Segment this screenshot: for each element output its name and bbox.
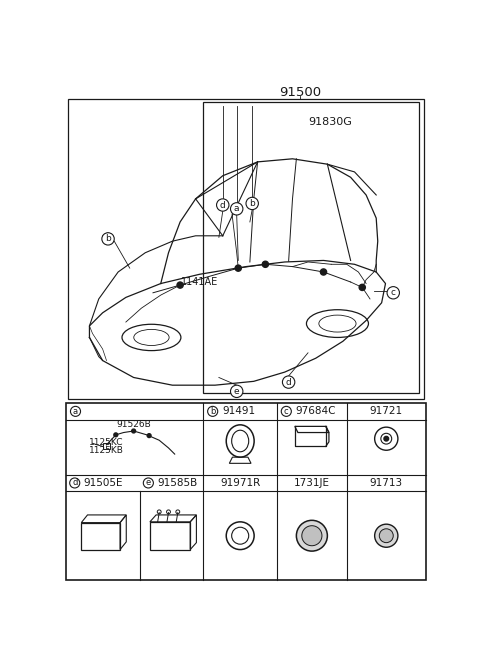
Circle shape — [262, 261, 268, 268]
Text: e: e — [146, 478, 151, 487]
Text: a: a — [234, 205, 240, 213]
Circle shape — [144, 478, 154, 488]
Circle shape — [216, 199, 229, 211]
Circle shape — [281, 406, 291, 417]
Text: 91585B: 91585B — [157, 478, 197, 488]
Text: 1125KB: 1125KB — [89, 445, 124, 455]
Circle shape — [71, 406, 81, 417]
Circle shape — [379, 529, 393, 543]
Text: c: c — [284, 407, 288, 416]
Circle shape — [321, 269, 326, 275]
Circle shape — [230, 385, 243, 398]
Text: d: d — [220, 201, 226, 209]
Text: 91500: 91500 — [279, 86, 321, 99]
Circle shape — [230, 203, 243, 215]
Circle shape — [387, 287, 399, 299]
Bar — [204, 102, 419, 393]
Text: c: c — [391, 288, 396, 297]
Text: 91713: 91713 — [370, 478, 403, 488]
Circle shape — [70, 478, 80, 488]
Circle shape — [132, 429, 135, 433]
Bar — [81, 523, 120, 550]
Circle shape — [114, 433, 118, 437]
Text: 91830G: 91830G — [308, 117, 352, 127]
Circle shape — [235, 265, 241, 271]
Circle shape — [147, 434, 151, 438]
Text: 1141AE: 1141AE — [181, 277, 218, 287]
Text: b: b — [210, 407, 216, 416]
Text: 91971R: 91971R — [220, 478, 260, 488]
Circle shape — [359, 284, 365, 291]
Circle shape — [102, 233, 114, 245]
Circle shape — [384, 436, 389, 441]
Text: 91491: 91491 — [222, 406, 255, 417]
Text: 91526B: 91526B — [116, 420, 151, 429]
Bar — [103, 443, 110, 449]
Text: 1731JE: 1731JE — [294, 478, 330, 488]
Text: d: d — [286, 378, 291, 386]
Text: a: a — [73, 407, 78, 416]
Circle shape — [375, 524, 398, 547]
Text: b: b — [105, 234, 111, 243]
Text: 91721: 91721 — [370, 406, 403, 417]
Text: b: b — [249, 199, 255, 208]
Text: 91505E: 91505E — [83, 478, 123, 488]
Circle shape — [177, 282, 183, 288]
Text: 97684C: 97684C — [296, 406, 336, 417]
Circle shape — [296, 520, 327, 551]
Bar — [66, 403, 426, 580]
Bar — [150, 522, 190, 550]
Text: d: d — [72, 478, 77, 487]
Text: 1125KC: 1125KC — [89, 438, 124, 447]
Bar — [68, 99, 424, 399]
Circle shape — [246, 197, 258, 210]
Circle shape — [208, 406, 218, 417]
Circle shape — [282, 376, 295, 388]
Text: e: e — [234, 387, 240, 396]
Circle shape — [302, 525, 322, 546]
